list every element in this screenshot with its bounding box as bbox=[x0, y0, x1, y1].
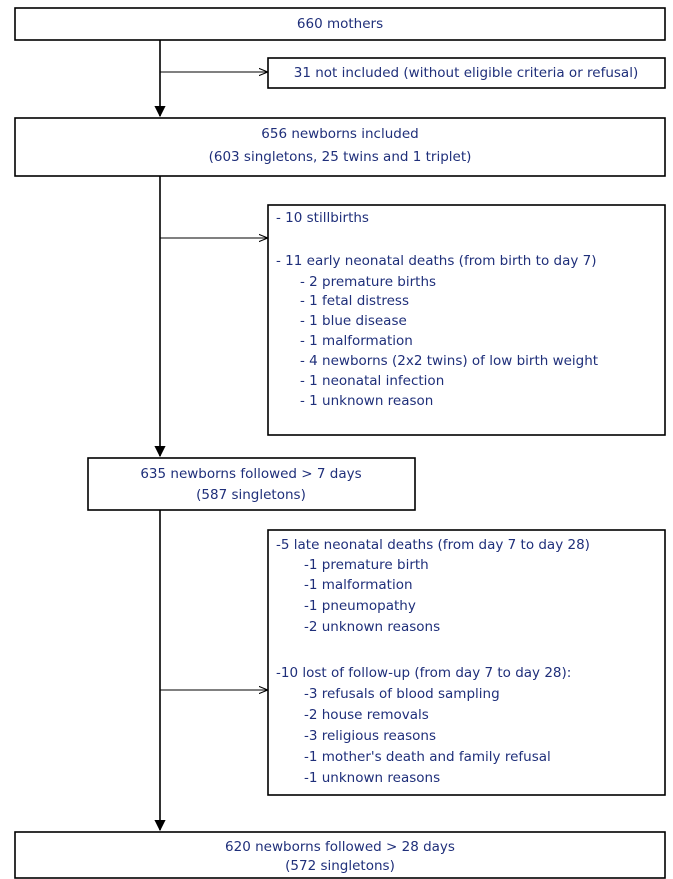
node-text: -5 late neonatal deaths (from day 7 to d… bbox=[276, 537, 590, 553]
node-text: - 2 premature births bbox=[300, 274, 436, 290]
node-text: -1 unknown reasons bbox=[304, 770, 440, 786]
node-text: -10 lost of follow-up (from day 7 to day… bbox=[276, 665, 571, 681]
node-text: -1 pneumopathy bbox=[304, 598, 416, 614]
node-text: -1 premature birth bbox=[304, 557, 429, 573]
node-text: 660 mothers bbox=[297, 16, 383, 32]
node-text: -1 mother's death and family refusal bbox=[304, 749, 551, 765]
node-text: (572 singletons) bbox=[285, 858, 395, 874]
node-text: -1 malformation bbox=[304, 577, 413, 593]
node-text: - 4 newborns (2x2 twins) of low birth we… bbox=[300, 353, 598, 369]
node-text: - 1 fetal distress bbox=[300, 293, 409, 309]
node-text: -3 religious reasons bbox=[304, 728, 436, 744]
node-text: - 10 stillbirths bbox=[276, 210, 369, 226]
node-text: - 1 malformation bbox=[300, 333, 413, 349]
node-text: - 1 unknown reason bbox=[300, 393, 433, 409]
node-text: 620 newborns followed > 28 days bbox=[225, 839, 455, 855]
node-box bbox=[267, 57, 666, 89]
node-text: - 1 blue disease bbox=[300, 313, 407, 329]
boxes: 660 mothers 31 not included (without elig… bbox=[14, 7, 666, 879]
node-text: - 1 neonatal infection bbox=[300, 373, 444, 389]
node-box bbox=[267, 204, 666, 436]
node-box bbox=[87, 457, 416, 511]
node-text: (587 singletons) bbox=[196, 487, 306, 503]
node-box bbox=[14, 7, 666, 41]
node-box bbox=[14, 117, 666, 177]
node-text: 656 newborns included bbox=[261, 126, 418, 142]
node-text: -2 house removals bbox=[304, 707, 429, 723]
node-text: -3 refusals of blood sampling bbox=[304, 686, 500, 702]
node-box bbox=[14, 831, 666, 879]
node-box bbox=[267, 529, 666, 796]
node-text: (603 singletons, 25 twins and 1 triplet) bbox=[209, 149, 472, 165]
node-text: 635 newborns followed > 7 days bbox=[140, 466, 361, 482]
node-text: 31 not included (without eligible criter… bbox=[294, 65, 638, 81]
node-text: -2 unknown reasons bbox=[304, 619, 440, 635]
node-text: - 11 early neonatal deaths (from birth t… bbox=[276, 253, 596, 269]
